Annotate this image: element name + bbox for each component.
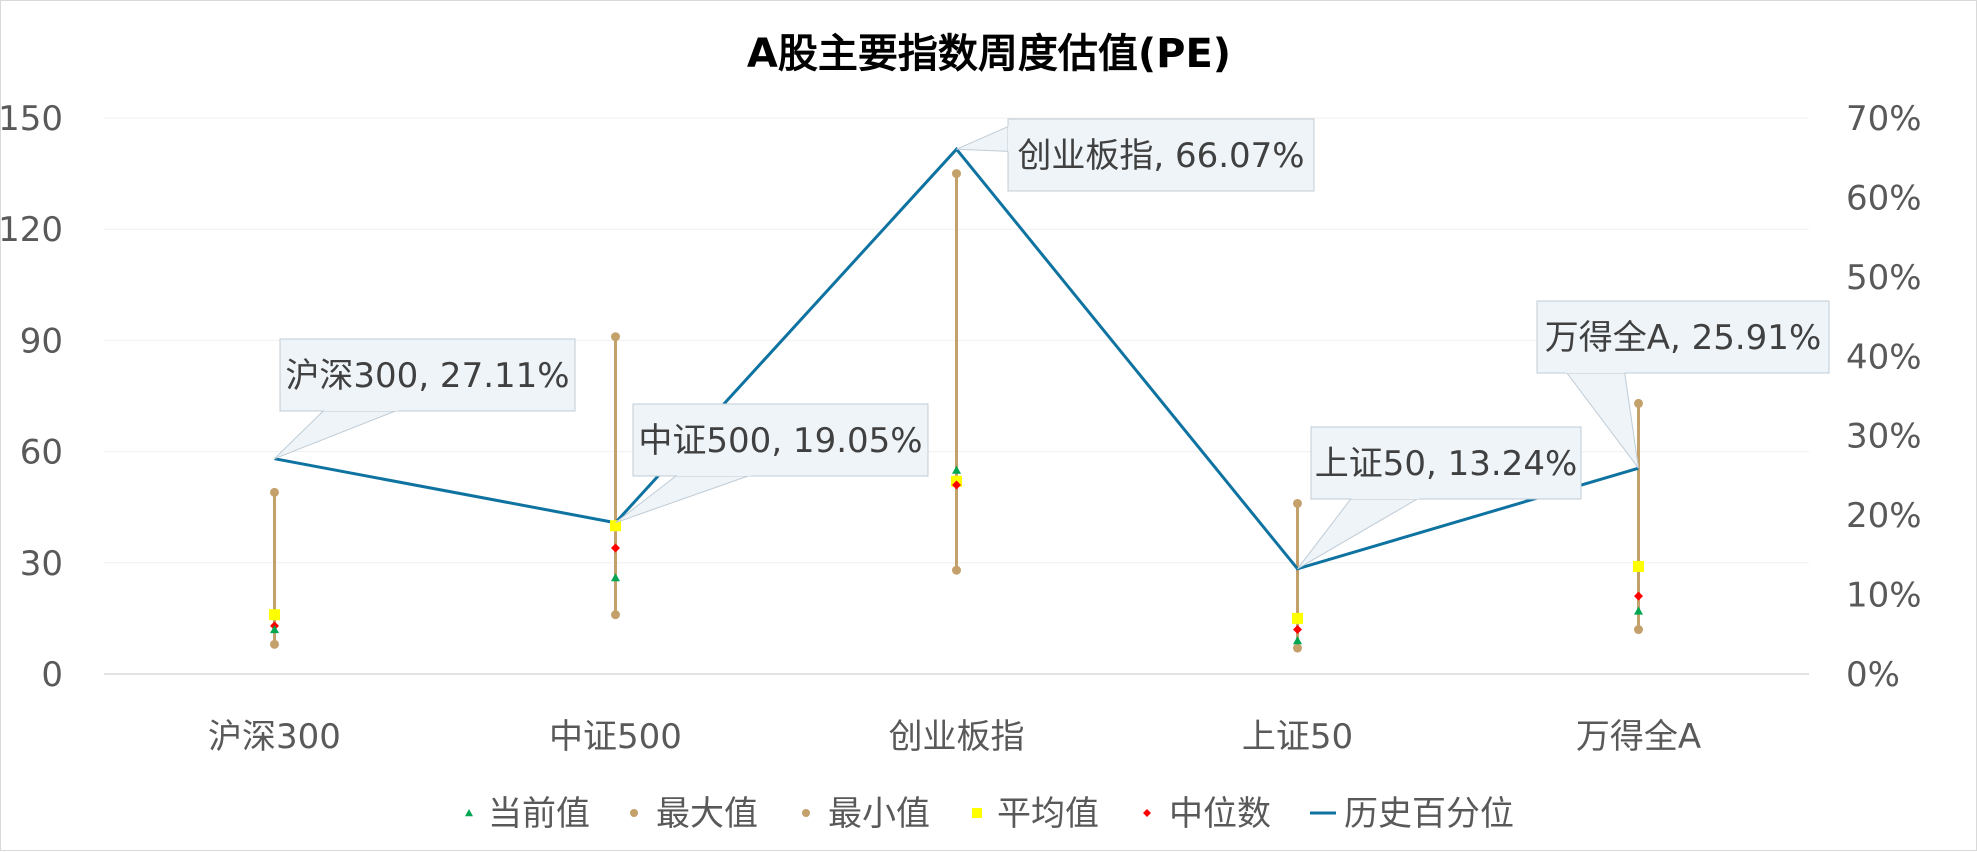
callout-box [1536, 300, 1830, 374]
callout-pointer [956, 125, 1010, 152]
callout-label: 创业板指, 66.07% [1017, 136, 1304, 176]
left-axis: 0 30 60 90 120 150 [1, 99, 63, 695]
category-label: 万得全A [1576, 717, 1701, 757]
marker-circle [952, 169, 961, 179]
callout: 创业板指, 66.07% [956, 118, 1315, 192]
legend-label: 最大值 [656, 794, 758, 834]
marker-triangle [1634, 606, 1643, 615]
marker-circle [611, 610, 620, 620]
category-axis: 沪深300 中证500 创业板指 上证50 万得全A [208, 717, 1701, 757]
marker-square [269, 609, 280, 621]
category-label: 创业板指 [889, 717, 1025, 757]
series-markers [269, 169, 1644, 653]
callout: 沪深300, 27.11% [274, 338, 576, 460]
legend-label: 最小值 [828, 794, 930, 834]
right-tick-label: 70% [1846, 99, 1922, 139]
callout-box [1007, 118, 1315, 192]
category-label: 沪深300 [208, 717, 341, 757]
callout-box [279, 338, 576, 412]
callout: 万得全A, 25.91% [1536, 300, 1830, 469]
left-tick-label: 120 [1, 210, 63, 250]
legend-swatch [630, 809, 638, 817]
left-tick-label: 0 [41, 655, 63, 695]
legend-label: 平均值 [997, 794, 1099, 834]
marker-square [1633, 561, 1644, 573]
legend-swatch [1143, 809, 1151, 817]
callout: 中证500, 19.05% [615, 403, 929, 524]
callouts: 沪深300, 27.11% 中证500, 19.05% 创业板指, 66.07% 上证… [274, 118, 1830, 570]
category-label: 上证50 [1242, 717, 1353, 757]
callout-label: 中证500, 19.05% [638, 421, 922, 461]
legend-label: 当前值 [488, 794, 590, 834]
callout: 上证50, 13.24% [1297, 426, 1582, 570]
legend-label: 历史百分位 [1344, 794, 1514, 834]
callout-box [632, 403, 929, 477]
right-tick-label: 0% [1846, 655, 1900, 695]
callout-label: 万得全A, 25.91% [1545, 318, 1822, 358]
marker-circle [1293, 643, 1302, 653]
marker-diamond [952, 480, 961, 490]
category-label: 中证500 [549, 717, 682, 757]
marker-triangle [611, 573, 620, 582]
marker-diamond [1293, 625, 1302, 635]
marker-circle [270, 487, 279, 497]
callout-pointer [1297, 497, 1421, 570]
marker-circle [1293, 498, 1302, 508]
right-tick-label: 10% [1846, 576, 1922, 616]
legend-label: 中位数 [1169, 794, 1271, 834]
marker-triangle [952, 465, 961, 474]
legend-swatch [802, 809, 810, 817]
right-tick-label: 60% [1846, 178, 1922, 218]
left-tick-label: 90 [20, 321, 63, 361]
marker-circle [952, 565, 961, 575]
marker-circle [270, 639, 279, 649]
right-tick-label: 50% [1846, 258, 1922, 298]
legend-swatch [972, 808, 982, 818]
marker-triangle [270, 625, 279, 634]
marker-diamond [611, 543, 620, 553]
marker-square [1292, 612, 1303, 624]
callout-label: 上证50, 13.24% [1315, 444, 1578, 484]
legend-swatch [465, 809, 473, 817]
left-tick-label: 30 [20, 544, 63, 584]
right-axis: 0% 10% 20% 30% 40% 50% 60% 70% [1846, 99, 1922, 695]
left-tick-label: 150 [1, 99, 63, 139]
marker-circle [1634, 625, 1643, 635]
marker-diamond [1634, 591, 1643, 601]
marker-square [610, 520, 621, 532]
marker-circle [611, 332, 620, 342]
marker-circle [1634, 398, 1643, 408]
marker-triangle [1293, 636, 1302, 645]
right-tick-label: 40% [1846, 337, 1922, 377]
left-tick-label: 60 [20, 433, 63, 473]
chart-title: A股主要指数周度估值(PE) [747, 31, 1231, 77]
callout-box [1310, 426, 1582, 500]
right-tick-label: 30% [1846, 417, 1922, 457]
legend: 当前值 最大值 最小值 平均值 中位数 历史百分位 [465, 794, 1514, 834]
callout-label: 沪深300, 27.11% [285, 356, 569, 396]
right-tick-label: 20% [1846, 496, 1922, 536]
